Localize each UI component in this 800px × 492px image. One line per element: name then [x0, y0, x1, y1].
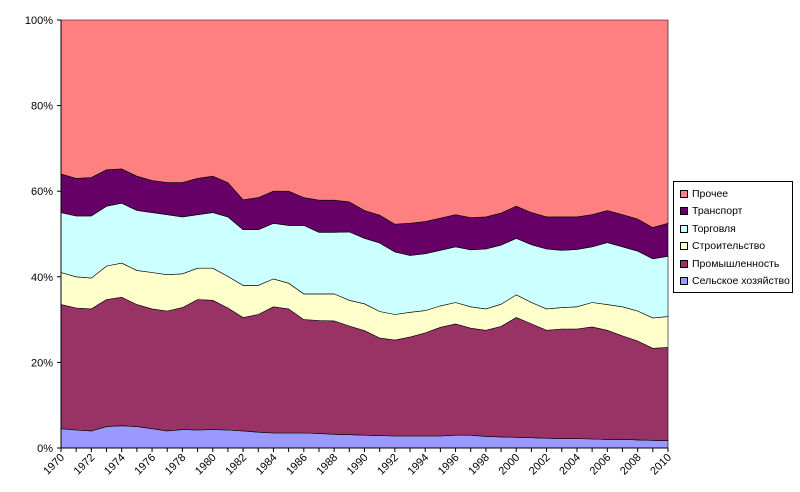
y-tick-label: 60%	[31, 186, 53, 198]
legend-item-transport: Транспорт	[680, 203, 792, 221]
legend-label: Торговля	[692, 222, 736, 235]
legend-swatch	[680, 224, 688, 233]
y-axis-ticks: 0% 20% 40% 60% 80% 100%	[25, 15, 61, 455]
x-tick-label: 1972	[72, 452, 98, 478]
x-tick-label: 1996	[436, 452, 462, 478]
x-tick-label: 1988	[314, 452, 340, 478]
legend-swatch	[680, 259, 688, 268]
x-tick-label: 1990	[345, 452, 371, 478]
legend-item-agriculture: Сельское хозяйство	[680, 273, 792, 291]
area-series-5	[60, 19, 669, 228]
y-tick-label: 0%	[37, 443, 53, 455]
y-tick-label: 80%	[31, 101, 53, 113]
x-tick-label: 1986	[284, 452, 310, 478]
x-tick-label: 2008	[618, 452, 644, 478]
x-tick-label: 2010	[648, 452, 674, 478]
x-axis-ticks: 1970 1972 1974 1976 1978 1980 1982 1984 1986 1988…	[41, 448, 674, 477]
x-tick-label: 2004	[557, 452, 583, 478]
legend-item-industry: Промышленность	[680, 255, 792, 273]
x-tick-label: 1984	[254, 452, 280, 478]
legend-label: Прочее	[692, 187, 729, 200]
legend-item-trade: Торговля	[680, 220, 792, 238]
legend-item-other: Прочее	[680, 185, 792, 203]
legend-label: Сельское хозяйство	[692, 275, 790, 288]
legend-swatch	[680, 207, 688, 216]
x-tick-label: 1970	[41, 452, 67, 478]
x-tick-label: 1982	[223, 452, 249, 478]
x-tick-label: 1978	[163, 452, 189, 478]
y-tick-label: 40%	[31, 272, 53, 284]
x-tick-label: 2000	[497, 452, 523, 478]
x-tick-label: 1994	[406, 452, 432, 478]
area-series-group	[60, 19, 669, 449]
legend: Прочее Транспорт Торговля Строительство …	[673, 181, 793, 293]
legend-label: Строительство	[692, 240, 766, 253]
x-tick-label: 1998	[466, 452, 492, 478]
legend-swatch	[680, 242, 688, 251]
x-tick-label: 1976	[132, 452, 158, 478]
legend-label: Транспорт	[692, 205, 743, 218]
legend-swatch	[680, 277, 688, 286]
legend-item-construction: Строительство	[680, 238, 792, 256]
legend-swatch	[680, 189, 688, 198]
x-tick-label: 1992	[375, 452, 401, 478]
y-tick-label: 100%	[25, 15, 53, 27]
legend-label: Промышленность	[692, 257, 780, 270]
y-tick-label: 20%	[31, 357, 53, 369]
x-tick-label: 1974	[102, 452, 128, 478]
x-tick-label: 2006	[588, 452, 614, 478]
x-tick-label: 1980	[193, 452, 219, 478]
x-tick-label: 2002	[527, 452, 553, 478]
